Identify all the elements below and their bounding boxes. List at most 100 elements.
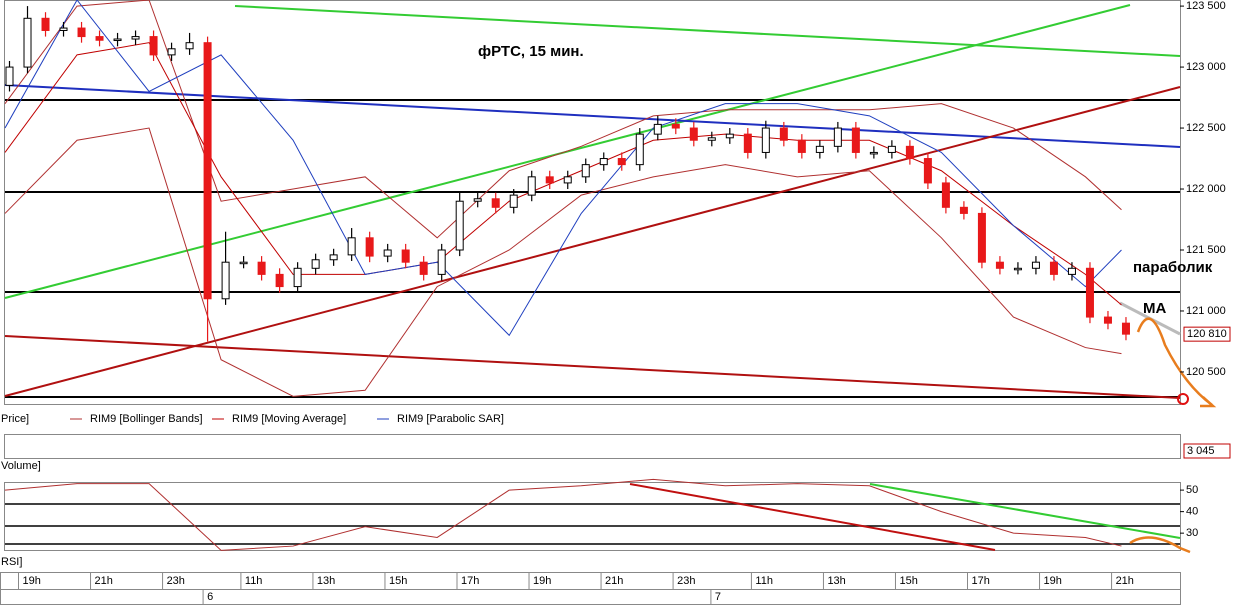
- x-tick-label: 15h: [389, 575, 407, 587]
- candle-body: [1049, 261, 1058, 275]
- candle-body: [149, 36, 158, 56]
- day-axis: [0, 589, 1181, 605]
- legend-label: Price]: [1, 413, 29, 425]
- candle-body: [941, 182, 950, 208]
- candle-body: [599, 158, 608, 166]
- y-tick-label: 122 000: [1186, 183, 1226, 195]
- candle-body: [437, 249, 446, 275]
- candle-body: [725, 133, 734, 139]
- volume-panel: [4, 434, 1181, 459]
- candle-body: [1085, 267, 1094, 318]
- y-tick-label: 122 500: [1186, 122, 1226, 134]
- candle-body: [419, 261, 428, 275]
- bollinger-lower: [4, 127, 1122, 397]
- rsi-panel: [4, 482, 1181, 551]
- price-panel: [4, 0, 1181, 405]
- candle-body: [761, 127, 770, 153]
- candle-body: [257, 261, 266, 275]
- candle-body: [239, 261, 248, 265]
- x-tick-label: 13h: [317, 575, 335, 587]
- candle-body: [779, 127, 788, 141]
- candle-body: [365, 237, 374, 257]
- forecast-arrow: [1129, 536, 1191, 554]
- candle-body: [977, 212, 986, 263]
- candle-body: [527, 176, 536, 196]
- candle-body: [815, 145, 824, 153]
- candle-body: [23, 17, 32, 68]
- candle-body: [77, 27, 86, 38]
- candle-body: [1067, 267, 1076, 275]
- legend-label: Volume]: [1, 460, 41, 472]
- x-tick-label: 13h: [827, 575, 845, 587]
- value-label: 3 045: [1187, 445, 1215, 457]
- x-tick-label: 17h: [461, 575, 479, 587]
- y-tick-label: 30: [1186, 527, 1198, 539]
- candle-body: [869, 151, 878, 155]
- value-box: [1183, 326, 1231, 342]
- candle-body: [95, 36, 104, 41]
- candle-body: [473, 198, 482, 202]
- legend-label: RIM9 [Bollinger Bands]: [90, 413, 203, 425]
- x-tick-label: 11h: [755, 575, 773, 587]
- candle-body: [1121, 322, 1130, 335]
- value-label: 120 810: [1187, 328, 1227, 340]
- candle-body: [995, 261, 1004, 269]
- candle-body: [743, 133, 752, 153]
- candle-body: [1013, 267, 1022, 271]
- candle-body: [275, 273, 284, 288]
- candle-body: [167, 48, 176, 56]
- trend-line: [4, 84, 1181, 148]
- candle-body: [653, 123, 662, 135]
- day-label: 7: [715, 591, 721, 603]
- day-label: 6: [207, 591, 213, 603]
- legend-label: RSI]: [1, 556, 22, 568]
- y-tick-label: 120 500: [1186, 366, 1226, 378]
- candle-body: [923, 158, 932, 184]
- y-tick-label: 123 500: [1186, 0, 1226, 12]
- x-tick-label: 21h: [605, 575, 623, 587]
- candle-body: [329, 254, 338, 261]
- y-tick-label: 123 000: [1186, 61, 1226, 73]
- x-tick-label: 21h: [1116, 575, 1134, 587]
- candle-body: [581, 164, 590, 178]
- x-tick-label: 15h: [899, 575, 917, 587]
- x-tick-label: 19h: [533, 575, 551, 587]
- rsi-line: [4, 478, 1122, 551]
- candle-body: [851, 127, 860, 153]
- y-tick-label: 121 500: [1186, 244, 1226, 256]
- candle-body: [545, 176, 554, 184]
- chart-title: фРТС, 15 мин.: [478, 43, 584, 60]
- candle-body: [293, 267, 302, 288]
- candle-body: [509, 194, 518, 208]
- candle-body: [383, 249, 392, 257]
- candle-body: [203, 42, 212, 300]
- candle-body: [221, 261, 230, 300]
- candle-body: [905, 145, 914, 160]
- trend-line: [629, 483, 996, 551]
- y-tick-label: 40: [1186, 506, 1198, 518]
- moving-average: [4, 42, 1122, 306]
- y-tick-label: 50: [1186, 484, 1198, 496]
- candle-body: [1103, 316, 1112, 324]
- x-tick-label: 11h: [245, 575, 263, 587]
- trend-line: [234, 5, 1181, 57]
- x-tick-label: 23h: [677, 575, 695, 587]
- marker: [1177, 393, 1189, 405]
- drawings: [4, 4, 1217, 554]
- annotation: MA: [1143, 300, 1166, 317]
- x-tick-label: 21h: [95, 575, 113, 587]
- candle-body: [689, 127, 698, 141]
- y-tick-label: 121 000: [1186, 305, 1226, 317]
- x-tick-label: 23h: [167, 575, 185, 587]
- candle-body: [5, 66, 14, 86]
- candle-body: [707, 137, 716, 141]
- candle-body: [185, 42, 194, 50]
- x-tick-label: 19h: [23, 575, 41, 587]
- candle-body: [671, 123, 680, 129]
- x-tick-label: 19h: [1044, 575, 1062, 587]
- parabolic-sar: [4, 0, 1122, 337]
- candle-body: [131, 36, 140, 40]
- legend-label: RIM9 [Moving Average]: [232, 413, 346, 425]
- x-tick-label: 17h: [972, 575, 990, 587]
